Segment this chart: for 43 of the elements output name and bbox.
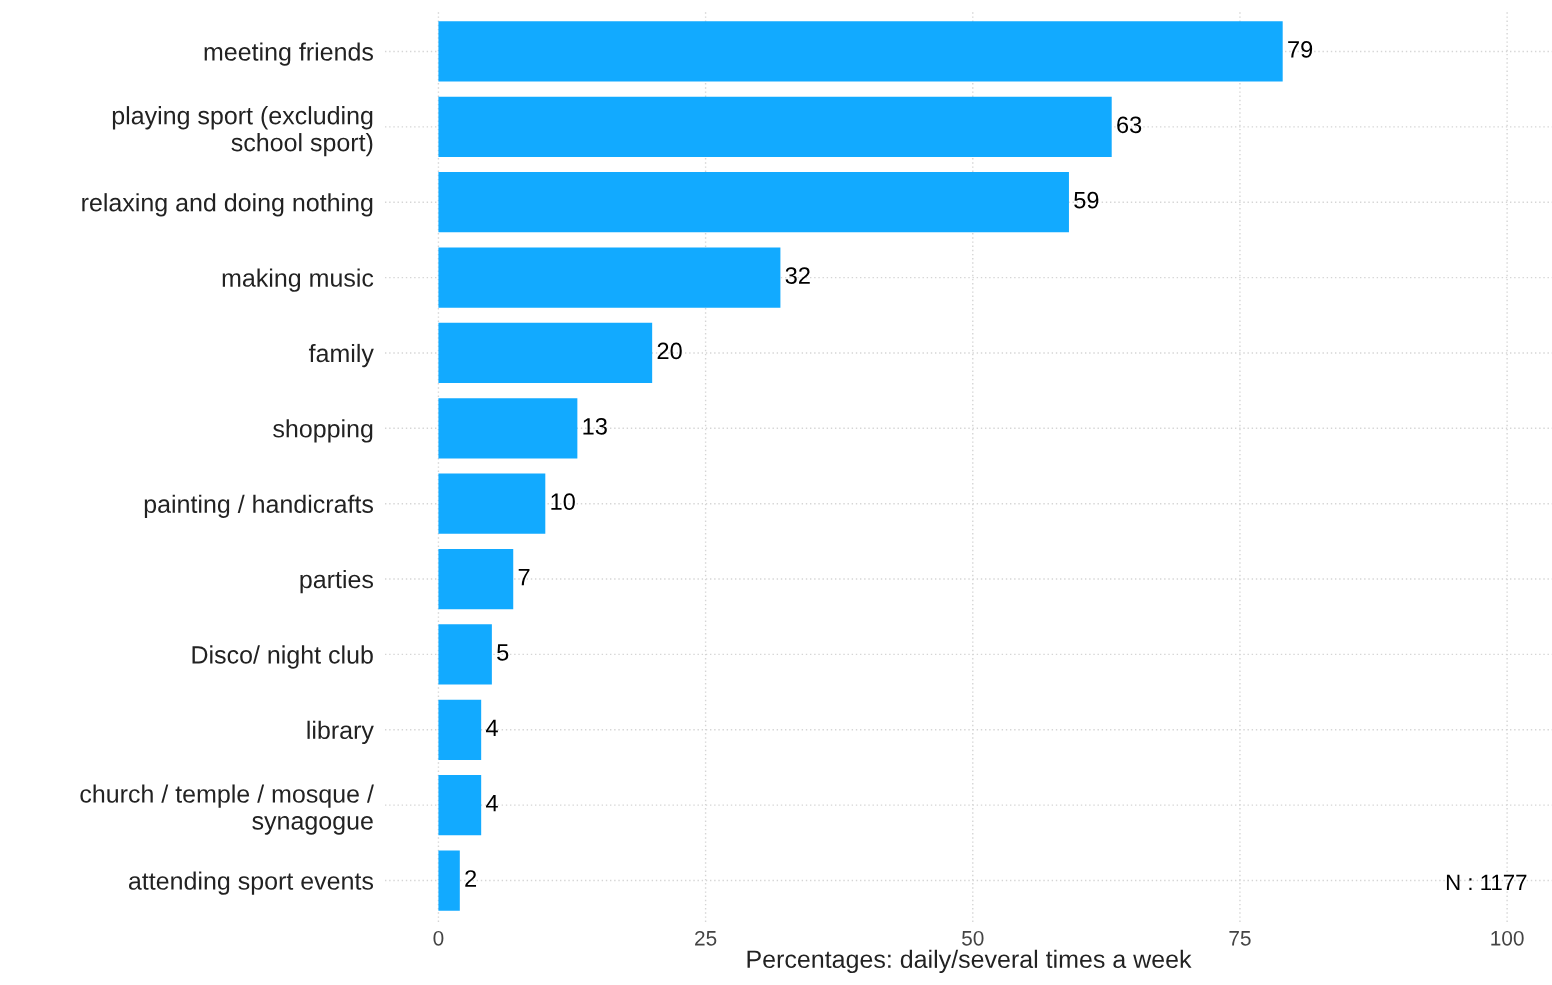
bar xyxy=(438,775,482,836)
data-label: 2 xyxy=(465,870,477,887)
bar xyxy=(438,322,653,384)
y-tick-label: relaxing and doing nothing xyxy=(82,193,373,217)
x-tick-label: 100 xyxy=(1491,930,1524,946)
x-tick-label: 75 xyxy=(1229,931,1251,946)
data-label: 32 xyxy=(785,267,810,284)
y-tick-label: family xyxy=(308,343,374,368)
data-label: 63 xyxy=(1117,116,1142,134)
bar xyxy=(438,247,781,308)
y-tick-label: meeting friends xyxy=(204,42,373,66)
bar xyxy=(438,699,482,760)
data-label: 4 xyxy=(486,719,498,736)
x-axis-title: Percentages: daily/several times a week xyxy=(747,949,1192,974)
data-label: 79 xyxy=(1288,41,1313,58)
y-tick-label: playing sport (excluding school sport) xyxy=(112,106,373,157)
y-tick-label: attending sport events xyxy=(128,871,374,895)
y-tick-label: library xyxy=(307,720,374,745)
bar xyxy=(438,172,1069,233)
y-tick-label: church / temple / mosque / synagogue xyxy=(80,784,374,835)
data-label: 4 xyxy=(486,795,498,812)
y-tick-label: parties xyxy=(300,570,373,594)
bar xyxy=(438,624,492,685)
bar xyxy=(438,96,1112,157)
y-tick-label: painting / handicrafts xyxy=(144,494,373,518)
data-label: 7 xyxy=(518,568,530,586)
data-label: 20 xyxy=(657,342,682,360)
bar xyxy=(438,473,546,534)
bar xyxy=(438,850,460,911)
y-tick-label: Disco/ night club xyxy=(192,645,373,669)
bar xyxy=(438,21,1283,82)
data-label: 13 xyxy=(583,417,607,435)
data-label: 5 xyxy=(497,644,509,661)
y-tick-label: making music xyxy=(222,268,374,292)
bar xyxy=(438,398,578,459)
x-tick-label: 50 xyxy=(962,930,984,946)
data-label: 10 xyxy=(551,493,575,511)
data-label: 59 xyxy=(1074,191,1099,209)
bar xyxy=(438,548,514,610)
y-tick-label: shopping xyxy=(273,419,373,443)
x-tick-label: 0 xyxy=(433,930,444,946)
annotation: N : 1177 xyxy=(1446,874,1527,891)
x-tick-label: 25 xyxy=(695,930,717,946)
